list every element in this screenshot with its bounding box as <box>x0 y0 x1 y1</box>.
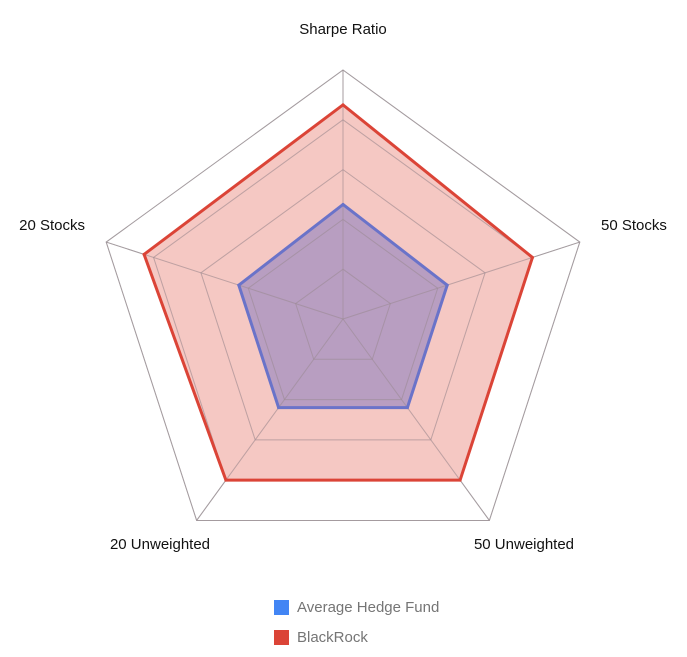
axis-labels: Sharpe Ratio 50 Stocks 50 Unweighted 20 … <box>19 21 667 553</box>
chart-legend: Average Hedge Fund BlackRock <box>274 592 439 652</box>
legend-label-blackrock: BlackRock <box>297 628 368 646</box>
legend-item-blackrock[interactable]: BlackRock <box>274 622 439 652</box>
legend-item-average-hedge-fund[interactable]: Average Hedge Fund <box>274 592 439 622</box>
legend-swatch-average-hedge-fund <box>274 599 289 615</box>
grid-ring-3-overlay <box>200 168 486 441</box>
axis-label-20-stocks: 20 Stocks <box>19 217 85 234</box>
legend-swatch-blackrock <box>274 629 289 645</box>
data-point-average-hedge-fund-sharpe-ratio[interactable] <box>341 202 345 206</box>
data-point-average-hedge-fund-20-stocks[interactable] <box>237 283 241 287</box>
grid-spoke-50-unweighted-overlay <box>342 318 490 521</box>
axis-label-sharpe-ratio: Sharpe Ratio <box>299 21 387 38</box>
data-point-blackrock-sharpe-ratio[interactable] <box>341 103 345 107</box>
data-point-blackrock-20-unweighted[interactable] <box>224 478 228 482</box>
radar-series <box>105 69 581 521</box>
data-point-average-hedge-fund-20-unweighted[interactable] <box>277 406 281 410</box>
grid-ring-1-overlay <box>295 268 391 360</box>
series-line-average-hedge-fund <box>237 202 449 410</box>
radar-grid-overlay <box>105 69 581 521</box>
axis-label-50-unweighted: 50 Unweighted <box>474 536 574 553</box>
grid-spoke-20-unweighted-overlay <box>196 318 344 521</box>
axis-label-50-stocks: 50 Stocks <box>601 217 667 234</box>
legend-label-average-hedge-fund: Average Hedge Fund <box>297 598 440 616</box>
axis-label-20-unweighted: 20 Unweighted <box>110 536 210 553</box>
data-point-blackrock-20-stocks[interactable] <box>142 252 146 256</box>
data-point-blackrock-50-unweighted[interactable] <box>458 478 462 482</box>
grid-ring-5-overlay <box>105 69 581 521</box>
data-point-average-hedge-fund-50-unweighted[interactable] <box>405 406 409 410</box>
series-line-blackrock <box>142 102 535 482</box>
grid-ring-2-overlay <box>247 218 439 401</box>
data-point-blackrock-50-stocks[interactable] <box>530 255 534 259</box>
grid-spoke-50-stocks-overlay <box>342 241 580 320</box>
data-point-average-hedge-fund-50-stocks[interactable] <box>445 283 449 287</box>
